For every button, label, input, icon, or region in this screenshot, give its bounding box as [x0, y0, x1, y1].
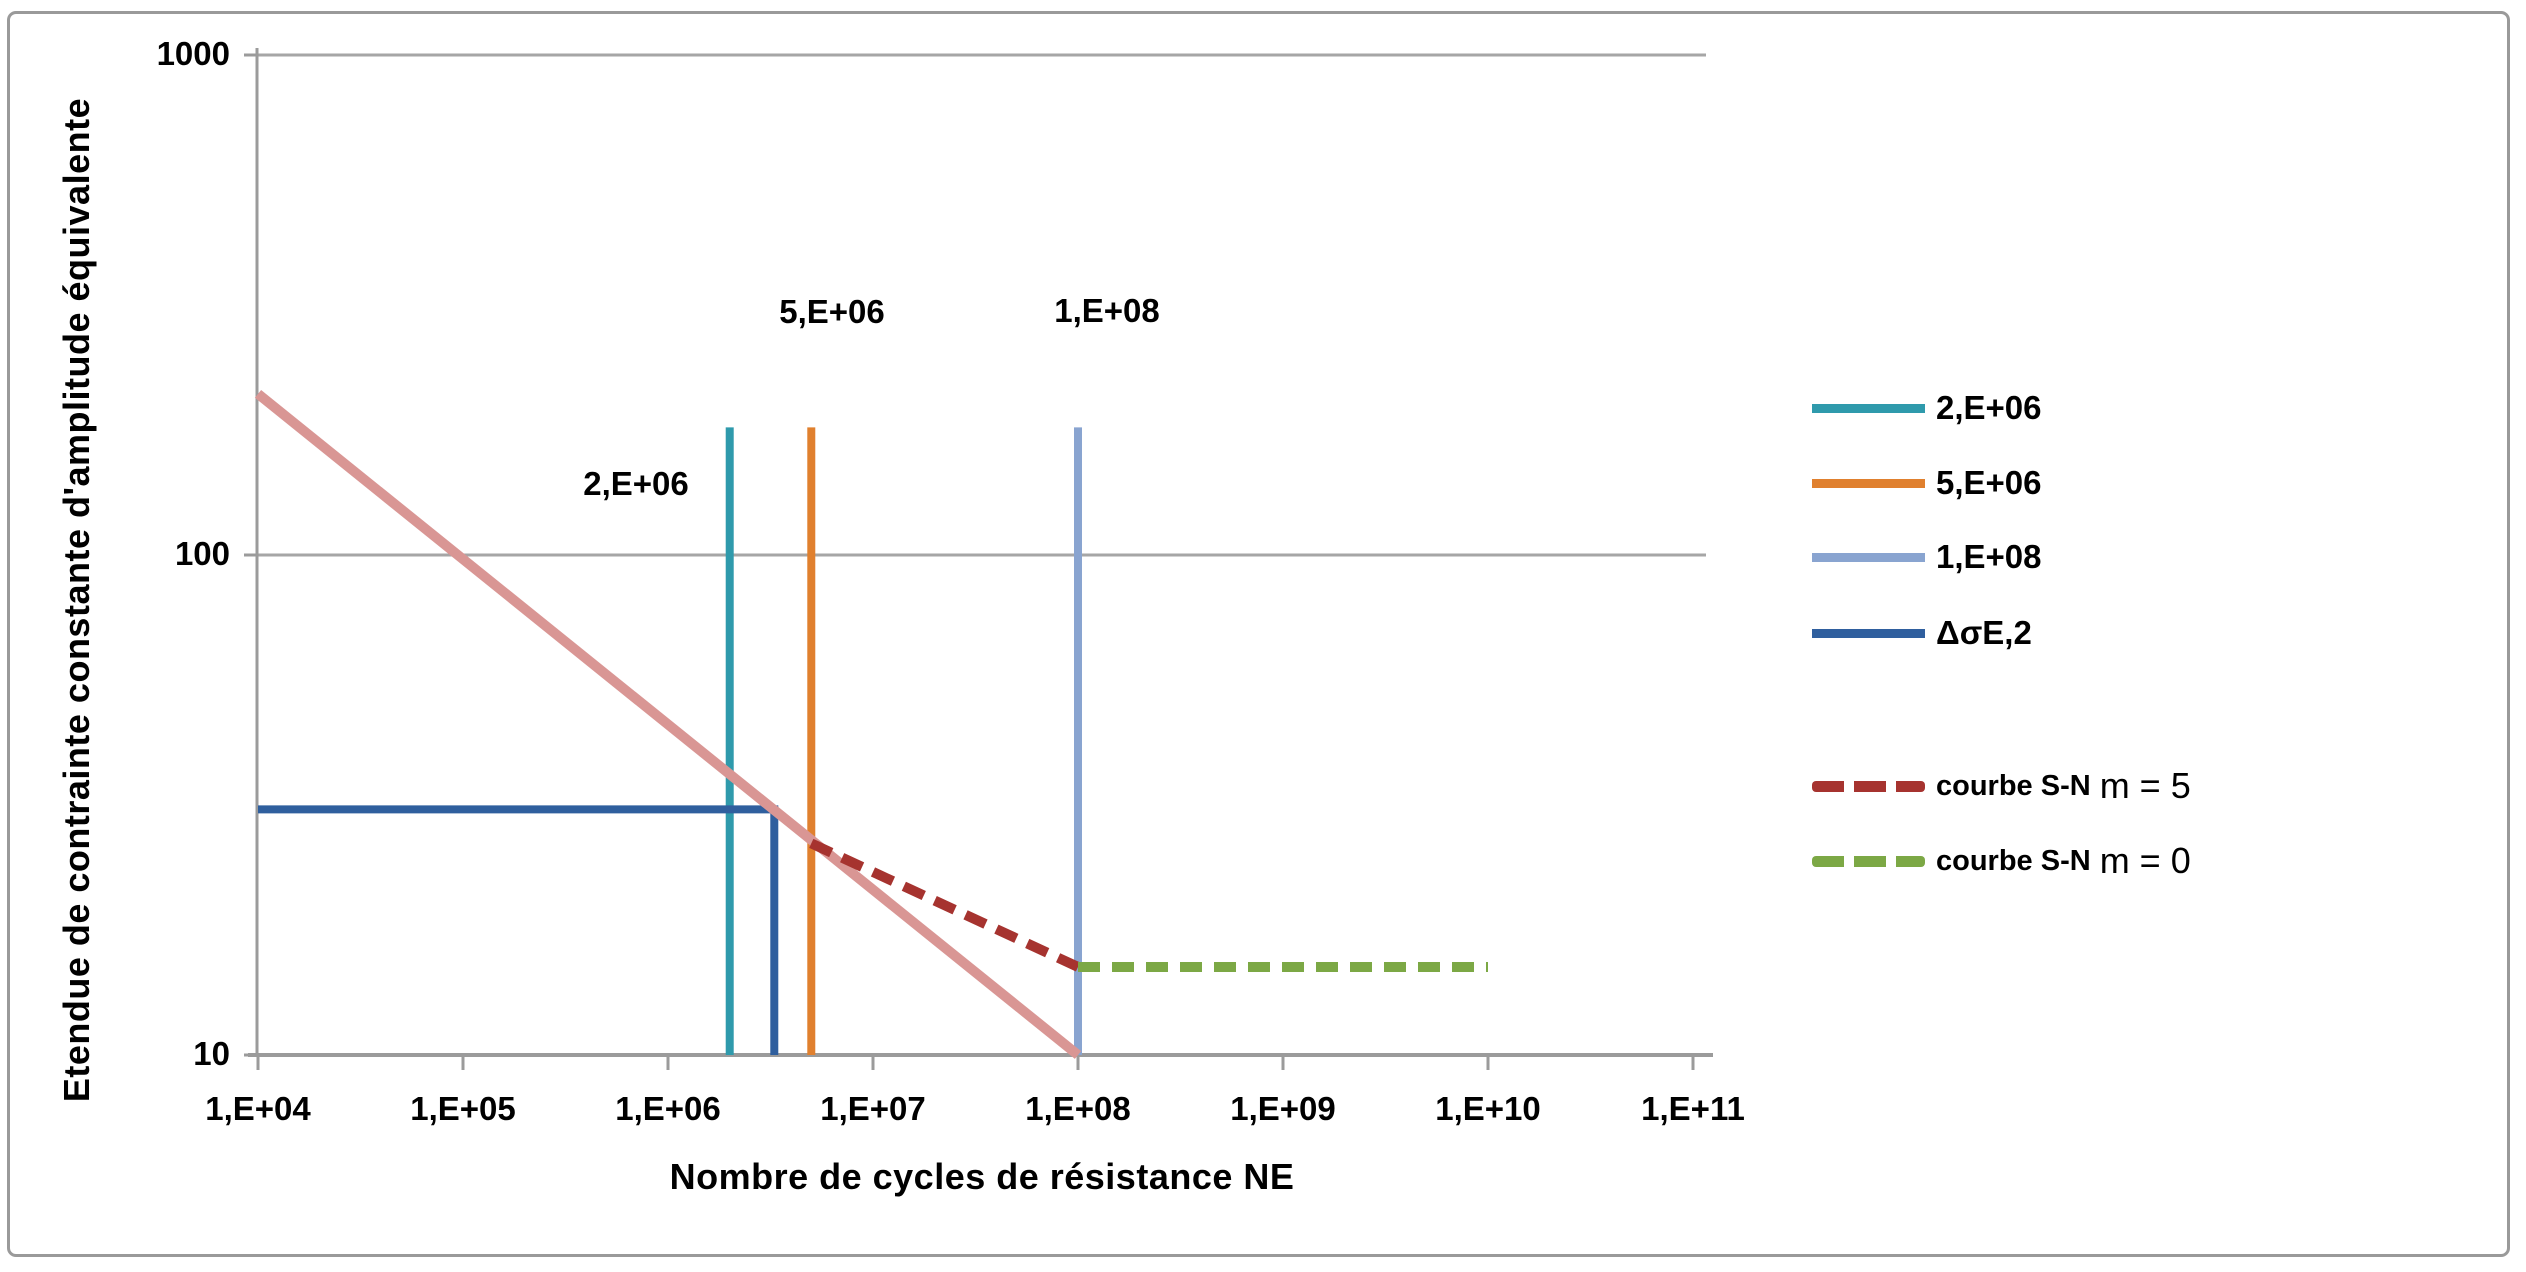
x-tick-label-1,E+09: 1,E+09 — [1230, 1090, 1336, 1127]
legend-label-delta-sigma: ΔσE,2 — [1936, 614, 2032, 651]
legend-swatch-5e6 — [1812, 478, 1925, 488]
legend-item-2e6: 2,E+06 — [1812, 388, 2042, 428]
y-tick-label-100: 100 — [174, 535, 230, 572]
series-ΔσE,2 — [258, 805, 779, 1055]
legend-label-2e6: 2,E+06 — [1936, 389, 2042, 426]
legend-label-sn-m5-suffix: m = 5 — [2099, 765, 2191, 806]
series-courbe S-N m = 5 — [809, 838, 1081, 972]
y-axis-title: Etendue de contrainte constante d'amplit… — [56, 97, 97, 1103]
legend-label-sn-m0: courbe S-N — [1936, 844, 2091, 877]
data-label-1e8: 1,E+08 — [1054, 292, 1160, 329]
legend: 2,E+06 5,E+06 1,E+08 ΔσE,2 courbe S-N m … — [1812, 0, 2372, 950]
data-label-5e6: 5,E+06 — [779, 293, 885, 330]
x-tick-label-1,E+05: 1,E+05 — [410, 1090, 516, 1127]
y-tick-label-10: 10 — [193, 1035, 230, 1072]
legend-item-delta-sigma: ΔσE,2 — [1812, 613, 2032, 653]
data-label-2e6: 2,E+06 — [583, 465, 689, 502]
legend-item-1e8: 1,E+08 — [1812, 537, 2042, 577]
x-tick-label-1,E+04: 1,E+04 — [205, 1090, 311, 1127]
x-tick-label-1,E+08: 1,E+08 — [1025, 1090, 1131, 1127]
legend-swatch-2e6 — [1812, 403, 1925, 413]
legend-item-5e6: 5,E+06 — [1812, 463, 2042, 503]
chart-border — [7, 11, 2510, 1257]
x-axis-title: Nombre de cycles de résistance NE — [669, 1156, 1295, 1197]
legend-swatch-sn-m0 — [1812, 855, 1925, 867]
x-tick-label-1,E+06: 1,E+06 — [615, 1090, 721, 1127]
legend-swatch-sn-m5 — [1812, 780, 1925, 792]
y-tick-label-1000: 1000 — [156, 35, 230, 72]
series-courbe S-N m = 3 — [254, 389, 1082, 1059]
legend-label-1e8: 1,E+08 — [1936, 538, 2042, 575]
x-tick-label-1,E+11: 1,E+11 — [1641, 1090, 1745, 1127]
legend-label-sn-m5: courbe S-N — [1936, 769, 2091, 802]
legend-swatch-delta-sigma — [1812, 628, 1925, 638]
legend-label-5e6: 5,E+06 — [1936, 464, 2042, 501]
legend-item-sn-m0: courbe S-N m = 0 — [1812, 840, 2191, 881]
legend-swatch-1e8 — [1812, 552, 1925, 562]
x-tick-label-1,E+07: 1,E+07 — [820, 1090, 926, 1127]
legend-label-sn-m0-suffix: m = 0 — [2099, 840, 2191, 881]
x-tick-label-1,E+10: 1,E+10 — [1435, 1090, 1541, 1127]
legend-item-sn-m5: courbe S-N m = 5 — [1812, 765, 2191, 806]
